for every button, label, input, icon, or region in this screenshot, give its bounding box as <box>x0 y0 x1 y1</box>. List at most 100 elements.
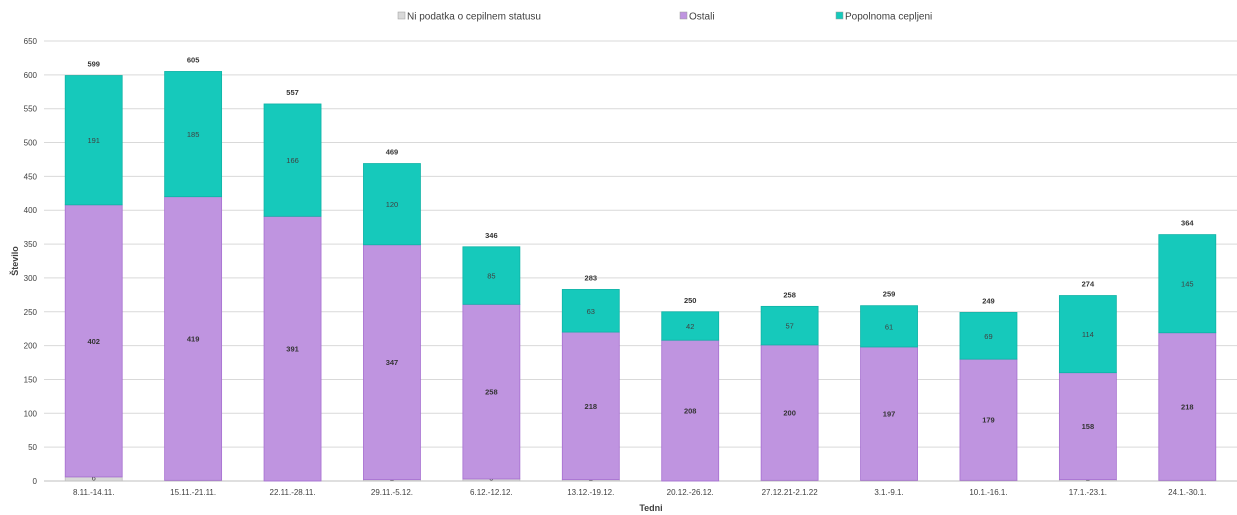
bar-segment-fully-vaccinated <box>462 246 521 305</box>
total-label: 599 <box>87 60 100 69</box>
y-tick-label: 50 <box>28 443 37 452</box>
bar-segment-fully-vaccinated <box>561 289 620 333</box>
x-tick-label: 24.1.-30.1. <box>1168 488 1206 497</box>
data-label-fully-vaccinated: 166 <box>286 156 299 165</box>
legend-swatch-no-data <box>397 11 406 20</box>
x-tick-label: 29.11.-5.12. <box>371 488 413 497</box>
total-label: 274 <box>1082 280 1095 289</box>
data-label-others: 419 <box>187 335 200 344</box>
bar-segment-others <box>561 331 620 481</box>
data-label-others: 218 <box>1181 403 1194 412</box>
y-tick-label: 350 <box>24 240 38 249</box>
x-tick-label: 3.1.-9.1. <box>874 488 903 497</box>
y-tick-label: 0 <box>33 477 38 486</box>
data-label-fully-vaccinated: 145 <box>1181 280 1194 289</box>
bar-segment-others <box>661 339 720 482</box>
legend-swatch-others <box>679 11 688 20</box>
bar-segment-fully-vaccinated <box>64 75 123 206</box>
total-label: 259 <box>883 290 896 299</box>
data-label-others: 200 <box>783 409 796 418</box>
bar-segment-others <box>263 215 322 482</box>
data-label-fully-vaccinated: 120 <box>386 200 399 209</box>
bar-segment-others <box>760 344 819 481</box>
legend-label-fully-vaccinated: Popolnoma cepljeni <box>845 12 932 23</box>
bar-segment-others <box>363 244 421 481</box>
y-tick-label: 550 <box>24 105 38 114</box>
bar-segment-fully-vaccinated <box>760 305 819 346</box>
y-tick-label: 150 <box>24 375 38 384</box>
y-tick-label: 600 <box>24 71 38 80</box>
bar-segment-fully-vaccinated <box>263 103 322 217</box>
bar-segment-fully-vaccinated <box>164 71 223 198</box>
gridlines <box>44 40 1237 482</box>
total-label: 283 <box>585 273 598 282</box>
legend-label-others: Ostali <box>689 12 715 23</box>
data-label-others: 347 <box>386 358 399 367</box>
data-label-others: 208 <box>684 407 697 416</box>
x-tick-label: 27.12.21-2.1.22 <box>762 488 819 497</box>
y-axis-title: Število <box>9 246 20 276</box>
x-tick-label: 15.11.-21.11. <box>170 488 216 497</box>
total-label: 249 <box>982 296 995 305</box>
data-label-others: 258 <box>485 388 498 397</box>
bar-segment-others <box>164 196 223 481</box>
x-tick-label: 10.1.-16.1. <box>969 488 1007 497</box>
data-label-fully-vaccinated: 114 <box>1082 330 1094 339</box>
y-axis-ticks: 0 50 100 150 200 250 300 350 400 450 500 550 600 650 <box>24 37 38 486</box>
total-label: 605 <box>187 55 200 64</box>
bar-segment-fully-vaccinated <box>363 163 421 246</box>
data-label-others: 158 <box>1082 422 1095 431</box>
y-tick-label: 500 <box>24 139 38 148</box>
total-label: 364 <box>1181 219 1194 228</box>
data-label-fully-vaccinated: 61 <box>885 322 893 331</box>
bar-segment-others <box>462 303 521 480</box>
total-label: 250 <box>684 296 697 305</box>
bar-segment-fully-vaccinated <box>1158 234 1217 334</box>
y-tick-label: 100 <box>24 409 38 418</box>
total-label: 469 <box>386 148 399 157</box>
legend-swatch-fully-vaccinated <box>835 11 844 20</box>
y-tick-label: 250 <box>24 308 38 317</box>
data-label-others: 197 <box>883 410 896 419</box>
data-label-fully-vaccinated: 191 <box>87 136 100 145</box>
bar-segment-others <box>860 346 918 481</box>
y-tick-label: 450 <box>24 172 38 181</box>
x-tick-label: 20.12.-26.12. <box>667 488 714 497</box>
data-label-fully-vaccinated: 63 <box>587 307 595 316</box>
data-label-fully-vaccinated: 185 <box>187 130 200 139</box>
y-tick-label: 300 <box>24 274 38 283</box>
x-axis-title: Tedni <box>639 503 662 513</box>
legend-label-no-data: Ni podatka o cepilnem statusu <box>407 12 541 23</box>
x-tick-label: 6.12.-12.12. <box>470 488 513 497</box>
x-tick-label: 13.12.-19.12. <box>567 488 614 497</box>
data-label-fully-vaccinated: 57 <box>785 322 793 331</box>
x-tick-label: 17.1.-23.1. <box>1069 488 1107 497</box>
x-tick-label: 8.11.-14.11. <box>73 488 115 497</box>
bar-segment-fully-vaccinated <box>860 305 918 348</box>
x-axis-ticks: 8.11.-14.11. 15.11.-21.11. 22.11.-28.11. 29… <box>73 488 1206 497</box>
data-label-others: 218 <box>585 402 598 411</box>
data-label-fully-vaccinated: 69 <box>984 332 992 341</box>
bar-segment-others <box>959 358 1018 481</box>
bar-segment-others <box>64 204 123 478</box>
total-label: 346 <box>485 231 498 240</box>
y-tick-label: 650 <box>24 37 38 46</box>
total-label: 557 <box>286 88 299 97</box>
data-label-no-data: 6 <box>92 474 96 483</box>
bar-segment-others <box>1158 332 1217 481</box>
total-label: 258 <box>783 290 796 299</box>
data-label-others: 402 <box>87 337 100 346</box>
bar-segment-fully-vaccinated <box>959 312 1018 360</box>
data-label-others: 179 <box>982 416 995 425</box>
data-label-others: 391 <box>286 345 299 354</box>
bars: 6402191599141918560503911665572347120469… <box>64 55 1217 483</box>
y-tick-label: 400 <box>24 206 38 215</box>
bar-segment-fully-vaccinated <box>661 311 720 341</box>
y-tick-label: 200 <box>24 342 38 351</box>
legend: Ni podatka o cepilnem statusu Ostali Popol… <box>397 11 932 23</box>
bar-segment-fully-vaccinated <box>1058 295 1117 374</box>
data-label-fully-vaccinated: 85 <box>487 272 495 281</box>
x-tick-label: 22.11.-28.11. <box>270 488 316 497</box>
data-label-fully-vaccinated: 42 <box>686 322 694 331</box>
